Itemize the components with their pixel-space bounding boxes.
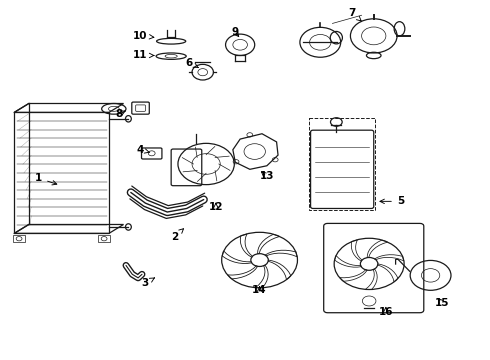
Text: 13: 13 [260,171,274,181]
Bar [98,235,110,242]
Text: 5: 5 [380,196,404,206]
Text: 15: 15 [435,298,449,308]
Text: 6: 6 [186,58,198,68]
Text: 7: 7 [348,8,361,21]
Text: 16: 16 [379,307,393,317]
Bar [13,235,25,242]
Text: 10: 10 [133,31,154,41]
Bar [309,118,375,210]
Text: 9: 9 [232,27,239,37]
Text: 8: 8 [115,109,125,119]
Text: 3: 3 [142,278,154,288]
Text: 1: 1 [35,173,57,185]
Text: 14: 14 [252,285,267,295]
Text: 4: 4 [137,145,150,155]
Text: 12: 12 [209,202,223,212]
Text: 2: 2 [171,229,184,242]
Text: 11: 11 [133,50,154,60]
